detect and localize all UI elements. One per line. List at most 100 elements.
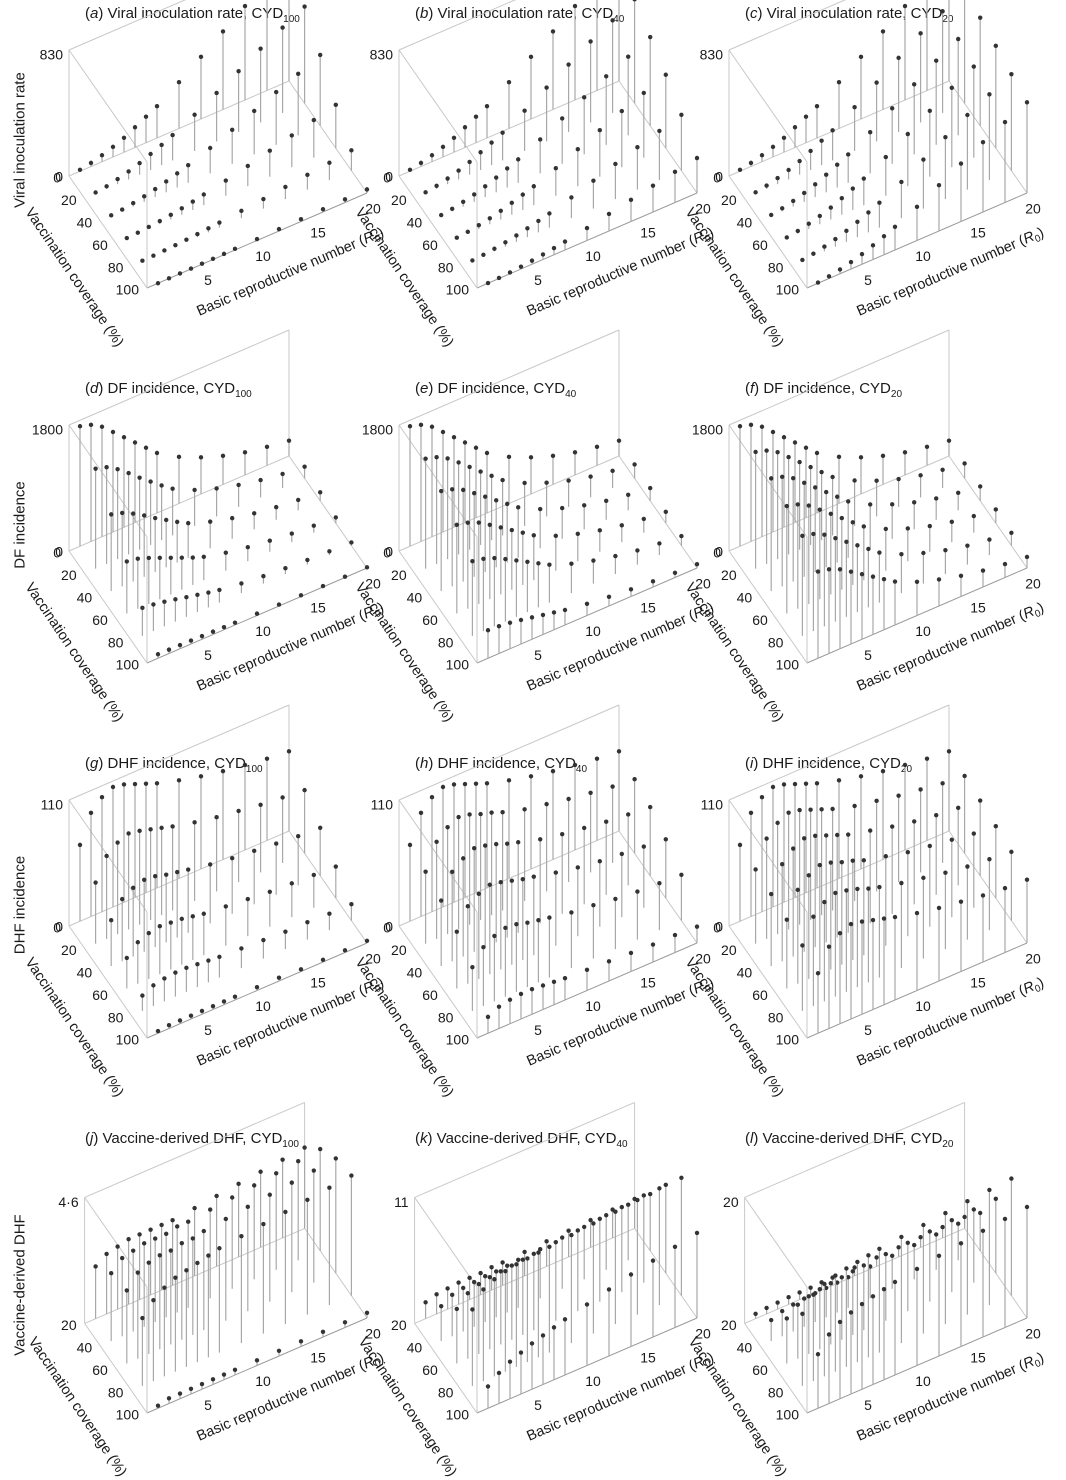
- data-point: [837, 267, 843, 272]
- data-point: [657, 128, 662, 134]
- data-point: [980, 139, 986, 145]
- data-point: [824, 1285, 829, 1291]
- data-point: [364, 938, 370, 944]
- data-point: [252, 848, 257, 854]
- data-point: [943, 1210, 948, 1216]
- data-point: [104, 1251, 109, 1257]
- data-point: [958, 899, 964, 904]
- y-tick-label: 0: [713, 170, 721, 186]
- data-point: [423, 190, 428, 195]
- data-point: [155, 652, 161, 657]
- box-edge: [618, 455, 698, 569]
- data-point: [333, 102, 338, 108]
- data-point: [641, 844, 646, 849]
- data-point: [349, 1173, 354, 1178]
- data-point: [927, 108, 932, 113]
- data-point: [214, 1193, 219, 1199]
- data-point: [179, 555, 184, 560]
- data-point: [239, 208, 244, 214]
- data-point: [318, 490, 323, 495]
- data-point: [883, 1251, 888, 1257]
- data-point: [566, 1228, 571, 1233]
- data-point: [866, 886, 871, 891]
- panel-title: (g) DHF incidence, CYD100: [85, 755, 263, 775]
- data-point: [764, 448, 769, 453]
- data-point: [110, 429, 116, 435]
- data-point: [170, 486, 175, 491]
- data-point: [833, 890, 838, 896]
- data-point: [175, 519, 180, 525]
- data-point: [485, 628, 491, 633]
- data-point: [753, 190, 758, 195]
- x-tick-label: 20: [365, 576, 381, 592]
- data-point: [274, 89, 279, 95]
- data-point: [500, 130, 505, 135]
- data-point: [124, 559, 129, 564]
- data-point: [283, 184, 288, 190]
- data-point: [440, 429, 446, 435]
- x-axis-label: Basic reproductive number (R0): [854, 1349, 1047, 1446]
- data-point: [198, 455, 204, 460]
- data-point: [151, 602, 156, 607]
- data-point: [874, 1255, 879, 1260]
- data-point: [151, 1298, 156, 1303]
- panel-title-subscript: 40: [575, 764, 588, 775]
- panel-letter: (k): [415, 1130, 437, 1147]
- data-point: [236, 68, 241, 74]
- data-point: [958, 161, 964, 166]
- panel-j: (j) Vaccine-derived DHF, CYD100 4·6 20 40 60…: [25, 1101, 405, 1480]
- data-point: [836, 80, 842, 85]
- data-point: [143, 445, 149, 450]
- data-point: [159, 1222, 164, 1228]
- data-point: [349, 902, 354, 907]
- data-point: [186, 867, 191, 872]
- data-point: [302, 4, 307, 9]
- data-point: [429, 424, 435, 429]
- y-tick-label: 80: [108, 634, 124, 650]
- data-point: [485, 280, 491, 286]
- data-point: [467, 1275, 472, 1281]
- data-point: [918, 473, 923, 478]
- data-point: [520, 530, 525, 535]
- data-point: [830, 474, 835, 480]
- data-point: [364, 565, 370, 570]
- data-point: [276, 602, 282, 607]
- data-point: [99, 153, 105, 158]
- data-point: [737, 167, 743, 173]
- data-point: [588, 790, 593, 795]
- data-point: [186, 520, 191, 526]
- data-point: [748, 160, 754, 166]
- panel-title-subscript: 20: [942, 14, 954, 25]
- data-point: [978, 798, 983, 803]
- panel-title: (f) DF incidence, CYD20: [745, 380, 902, 400]
- data-point: [280, 795, 285, 800]
- data-point: [456, 1280, 461, 1285]
- data-point: [921, 157, 926, 162]
- data-point: [844, 539, 849, 544]
- data-point: [276, 226, 282, 232]
- data-point: [770, 784, 776, 790]
- data-point: [311, 872, 316, 878]
- data-point: [296, 1158, 301, 1164]
- y-tick-label: 0: [383, 170, 391, 186]
- data-point: [93, 880, 98, 885]
- box-edge: [398, 799, 478, 913]
- data-point: [575, 1228, 580, 1233]
- data-point: [525, 920, 530, 925]
- data-point: [641, 90, 646, 96]
- y-tick-label: 60: [92, 987, 108, 1003]
- data-point: [498, 208, 503, 213]
- data-point: [848, 569, 854, 574]
- data-point: [522, 1249, 527, 1255]
- data-point: [472, 490, 477, 496]
- data-point: [188, 638, 194, 643]
- data-point: [584, 967, 590, 972]
- data-point: [261, 573, 266, 579]
- data-point: [109, 1271, 114, 1276]
- box-edge: [948, 830, 1028, 944]
- data-point: [562, 975, 568, 981]
- data-point: [784, 235, 789, 240]
- data-point: [551, 610, 557, 615]
